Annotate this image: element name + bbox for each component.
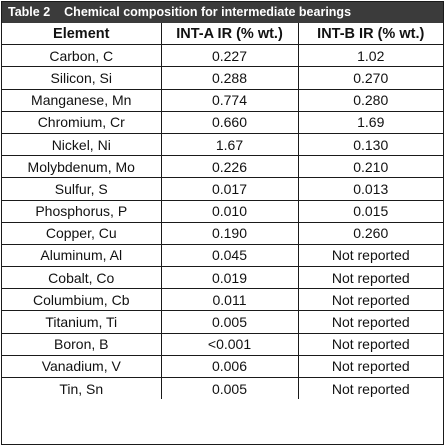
int-b-value-cell: 1.02: [298, 44, 443, 68]
table-row: Phosphorus, P 0.010 0.015: [2, 200, 443, 223]
int-a-value-cell: 0.011: [161, 288, 299, 312]
header-int-b: INT-B IR (% wt.): [298, 23, 443, 46]
element-cell: Phosphorus, P: [2, 200, 162, 223]
table-body: Carbon, C 0.227 1.02 Silicon, Si 0.288 0.270 M…: [2, 44, 443, 400]
int-b-value-cell: Not reported: [298, 355, 443, 379]
element-cell: Vanadium, V: [2, 355, 162, 379]
int-a-value-cell: 0.774: [161, 89, 299, 112]
int-b-value-cell: 0.270: [298, 66, 443, 90]
int-b-value-cell: Not reported: [298, 288, 443, 312]
int-a-value-cell: 0.227: [161, 44, 299, 68]
int-a-value-cell: 0.005: [161, 377, 299, 400]
element-cell: Carbon, C: [2, 44, 162, 68]
int-b-value-cell: 0.015: [298, 200, 443, 223]
header-element: Element: [2, 23, 162, 46]
element-cell: Copper, Cu: [2, 222, 162, 245]
int-a-value-cell: 0.017: [161, 177, 299, 201]
int-b-value-cell: 0.260: [298, 222, 443, 245]
int-b-value-cell: 0.130: [298, 133, 443, 157]
int-b-value-cell: 1.69: [298, 111, 443, 134]
table-caption: Table 2 Chemical composition for intermed…: [2, 2, 443, 23]
element-cell: Titanium, Ti: [2, 310, 162, 334]
int-b-value-cell: Not reported: [298, 244, 443, 268]
element-cell: Boron, B: [2, 333, 162, 356]
table-row: Boron, B <0.001 Not reported: [2, 333, 443, 356]
element-cell: Silicon, Si: [2, 66, 162, 90]
element-cell: Molybdenum, Mo: [2, 155, 162, 179]
int-b-value-cell: Not reported: [331, 380, 410, 397]
int-a-value-cell: 0.226: [161, 155, 299, 179]
int-a-value-cell: 0.006: [161, 355, 299, 379]
int-b-value-cell: Not reported: [298, 333, 443, 356]
table-row: Titanium, Ti 0.005 Not reported: [2, 310, 443, 334]
table-row: Tin, Sn 0.005 Not reported: [2, 377, 443, 400]
header-int-a: INT-A IR (% wt.): [161, 23, 299, 46]
int-a-value-cell: 0.005: [161, 310, 299, 334]
table-row: Carbon, C 0.227 1.02: [2, 44, 443, 68]
element-cell: Manganese, Mn: [2, 89, 162, 112]
int-b-value-cell: 0.013: [298, 177, 443, 201]
table-title: Chemical composition for intermediate be…: [64, 5, 352, 19]
element-cell: Nickel, Ni: [2, 133, 162, 157]
int-b-value-cell: 0.210: [298, 155, 443, 179]
header-row: Element INT-A IR (% wt.) INT-B IR (% wt.…: [2, 23, 443, 46]
element-cell: Aluminum, Al: [2, 244, 162, 268]
table-row: Nickel, Ni 1.67 0.130: [2, 133, 443, 157]
table-row: Vanadium, V 0.006 Not reported: [2, 355, 443, 379]
int-a-value-cell: 0.010: [161, 200, 299, 223]
table-row: Chromium, Cr 0.660 1.69: [2, 111, 443, 134]
chemical-composition-table: Element INT-A IR (% wt.) INT-B IR (% wt.…: [2, 23, 443, 400]
element-cell: Columbium, Cb: [2, 288, 162, 312]
table-row: Manganese, Mn 0.774 0.280: [2, 89, 443, 112]
element-cell: Tin, Sn: [2, 377, 162, 400]
int-a-value-cell: 0.660: [161, 111, 299, 134]
table-number: Table 2: [8, 5, 51, 19]
table-row: Molybdenum, Mo 0.226 0.210: [2, 155, 443, 179]
int-a-value-cell: 0.045: [161, 244, 299, 268]
table-row: Sulfur, S 0.017 0.013: [2, 177, 443, 201]
element-cell: Sulfur, S: [2, 177, 162, 201]
int-a-value-cell: <0.001: [161, 333, 299, 356]
int-a-value-cell: 0.288: [161, 66, 299, 90]
table-row: Cobalt, Co 0.019 Not reported: [2, 266, 443, 290]
element-cell: Cobalt, Co: [2, 266, 162, 290]
table-row: Columbium, Cb 0.011 Not reported: [2, 288, 443, 312]
table-row: Copper, Cu 0.190 0.260: [2, 222, 443, 245]
element-cell: Chromium, Cr: [2, 111, 162, 134]
int-a-value-cell: 0.190: [161, 222, 299, 245]
int-a-value-cell: 1.67: [161, 133, 299, 157]
table-row: Aluminum, Al 0.045 Not reported: [2, 244, 443, 268]
int-b-value-cell: Not reported: [298, 266, 443, 290]
int-b-value-cell: 0.280: [298, 89, 443, 112]
int-b-value-cell: Not reported: [298, 310, 443, 334]
table-row: Silicon, Si 0.288 0.270: [2, 66, 443, 90]
int-a-value-cell: 0.019: [161, 266, 299, 290]
